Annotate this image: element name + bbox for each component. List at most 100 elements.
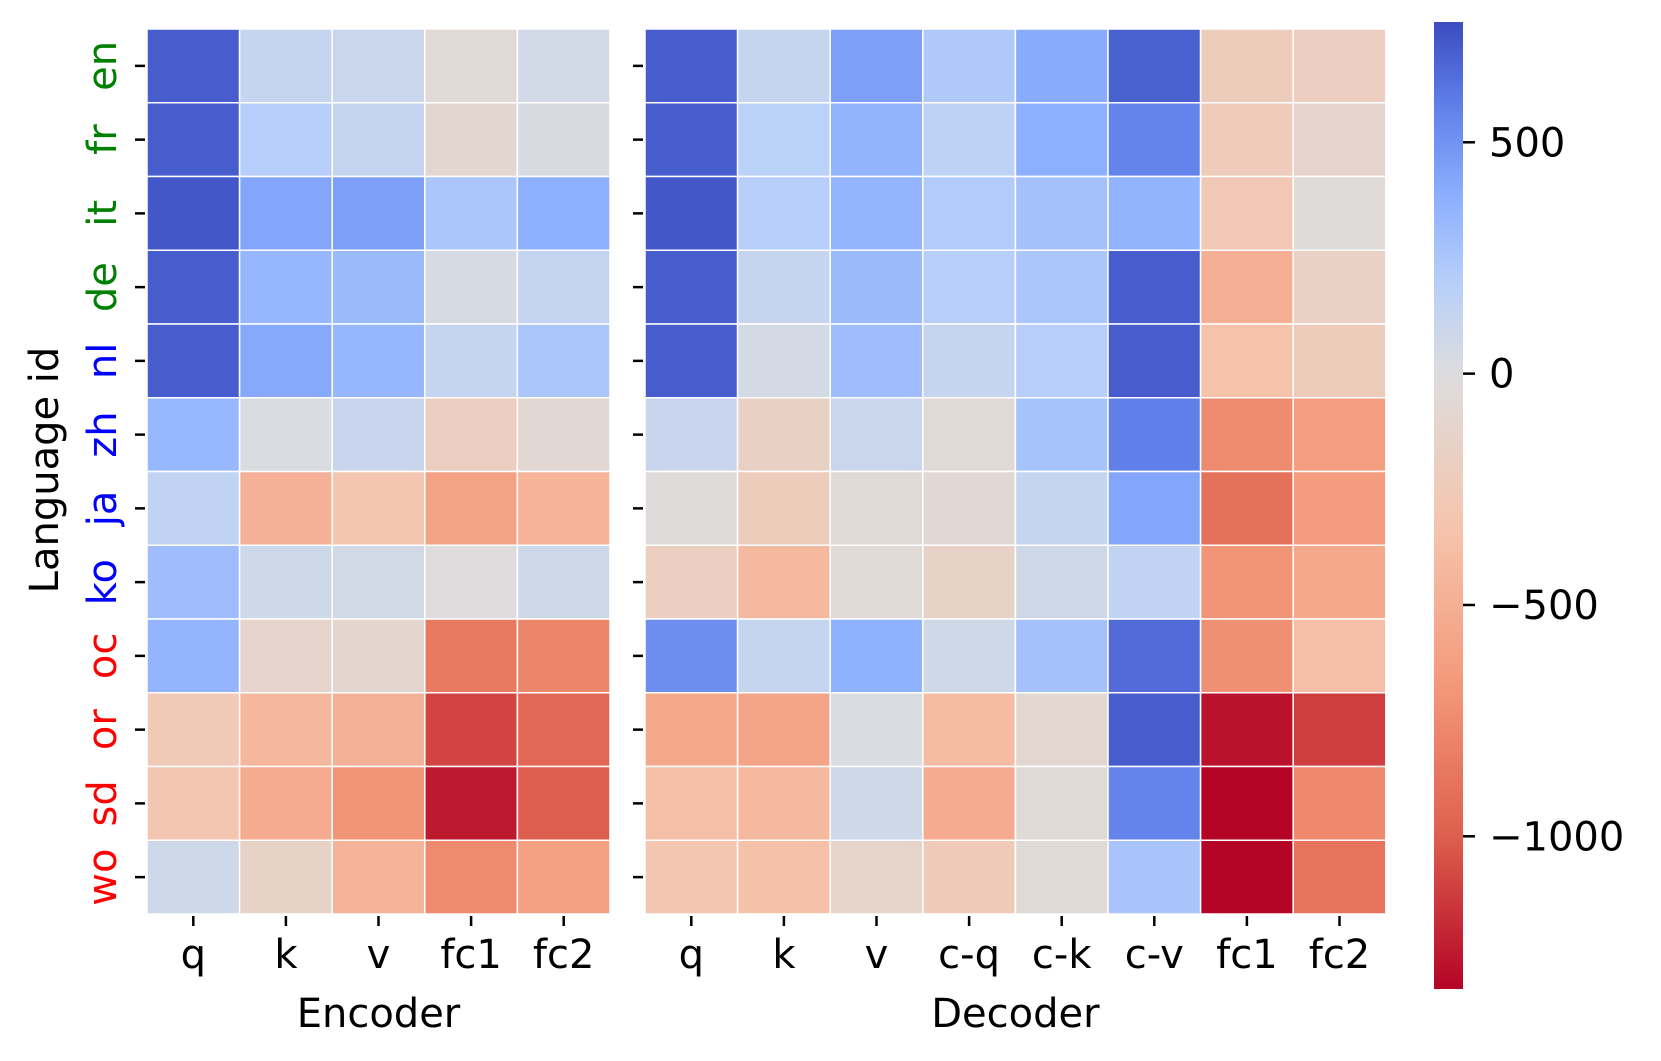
y-tick-label-ja: ja [80, 491, 126, 528]
heatmap-cell [1199, 692, 1294, 768]
heatmap-cell [424, 692, 519, 768]
heatmap-cell [736, 618, 831, 694]
heatmap-cell [644, 618, 739, 694]
heatmap-cell [1107, 397, 1202, 473]
y-tick-label-ko: ko [80, 559, 126, 605]
heatmap-cell [331, 544, 426, 620]
x-tick-label: fc1 [440, 932, 502, 978]
heatmap-cell [238, 397, 333, 473]
heatmap-cell [424, 544, 519, 620]
y-axis-title: Language id [22, 347, 68, 594]
heatmap-cell [736, 249, 831, 325]
heatmap-cell [1014, 323, 1109, 399]
heatmap-cell [1014, 839, 1109, 915]
heatmap-cell [736, 175, 831, 251]
heatmap-cell [1014, 618, 1109, 694]
heatmap-cell [922, 397, 1017, 473]
heatmap-cell [1014, 175, 1109, 251]
heatmap-cell [829, 323, 924, 399]
heatmap-cell [1014, 470, 1109, 546]
heatmap-cell [424, 175, 519, 251]
x-tick-label: c-v [1125, 932, 1184, 978]
heatmap-cell [922, 175, 1017, 251]
heatmap-cell [1199, 323, 1294, 399]
heatmap-cell [331, 323, 426, 399]
heatmap-cell [736, 544, 831, 620]
heatmap-cell [644, 692, 739, 768]
heatmap-cell [146, 28, 241, 104]
x-tick-label: k [772, 932, 796, 978]
x-tick-label: c-q [938, 932, 1000, 978]
heatmap-cell [644, 839, 739, 915]
y-tick-label-oc: oc [80, 633, 126, 679]
y-tick-label-fr: fr [80, 124, 126, 155]
heatmap-cell [146, 102, 241, 178]
heatmap-cell [829, 765, 924, 841]
heatmap-cell [331, 28, 426, 104]
heatmap-cell [1199, 175, 1294, 251]
heatmap-cell [146, 397, 241, 473]
y-tick-label-or: or [80, 709, 126, 750]
heatmap-cell [146, 765, 241, 841]
heatmap-cell [238, 839, 333, 915]
heatmap-cell [829, 249, 924, 325]
colorbar-tick-label: −500 [1489, 583, 1599, 629]
heatmap-cell [736, 470, 831, 546]
y-tick-label-it: it [80, 200, 126, 227]
heatmap-cell [1292, 28, 1387, 104]
heatmap-cell [331, 839, 426, 915]
heatmap-cell [1199, 544, 1294, 620]
heatmap-cell [1014, 692, 1109, 768]
heatmap-cell [736, 28, 831, 104]
heatmap-cell [331, 397, 426, 473]
heatmap-cell [736, 839, 831, 915]
heatmap-cell [644, 175, 739, 251]
heatmap-cell [736, 765, 831, 841]
heatmap-cell [146, 544, 241, 620]
x-tick-label: v [865, 932, 889, 978]
heatmap-cell [1199, 470, 1294, 546]
heatmap-cell [146, 618, 241, 694]
colorbar [1434, 22, 1463, 989]
heatmap-cell [238, 692, 333, 768]
heatmap-cell [1199, 618, 1294, 694]
heatmap-cell [1107, 249, 1202, 325]
heatmap-cell [644, 544, 739, 620]
heatmap-cell [424, 397, 519, 473]
heatmap-cell [922, 765, 1017, 841]
heatmap-cell [424, 249, 519, 325]
heatmap-cell [922, 692, 1017, 768]
y-tick-label-de: de [80, 262, 126, 312]
y-tick-label-wo: wo [80, 849, 126, 906]
heatmap-cell [238, 544, 333, 620]
heatmap-cell [1014, 765, 1109, 841]
heatmap-cell [1199, 28, 1294, 104]
heatmap-cell [516, 249, 611, 325]
heatmap-cell [424, 102, 519, 178]
heatmap-cell [922, 323, 1017, 399]
heatmap-cell [644, 28, 739, 104]
colorbar-tick-label: −1000 [1489, 814, 1624, 860]
heatmap-cell [1107, 28, 1202, 104]
heatmap-cell [331, 175, 426, 251]
heatmap-cell [644, 470, 739, 546]
heatmap-cell [1107, 544, 1202, 620]
y-tick-label-en: en [80, 41, 126, 91]
heatmap-cell [1107, 102, 1202, 178]
x-tick-label: fc2 [1309, 932, 1371, 978]
heatmap-cell [1292, 692, 1387, 768]
heatmap-cell [1014, 397, 1109, 473]
heatmap-cell [922, 249, 1017, 325]
colorbar-tick-label: 0 [1489, 352, 1514, 398]
heatmap-cell [516, 102, 611, 178]
heatmap-cell [331, 618, 426, 694]
heatmap-cell [1292, 839, 1387, 915]
heatmap-cell [1107, 470, 1202, 546]
heatmap-cell [238, 102, 333, 178]
x-tick-label: q [679, 932, 704, 978]
heatmap-cell [516, 765, 611, 841]
heatmap-cell [516, 28, 611, 104]
heatmap-cell [331, 765, 426, 841]
heatmap-cell [331, 249, 426, 325]
